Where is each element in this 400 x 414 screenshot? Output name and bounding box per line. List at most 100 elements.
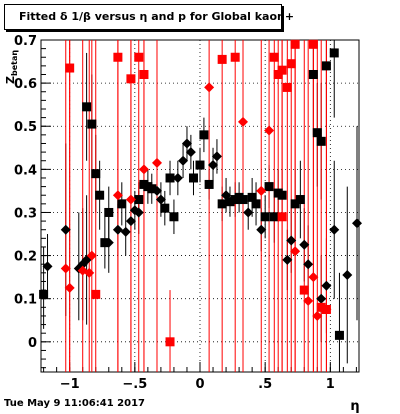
data-point-square bbox=[91, 169, 101, 179]
data-point-square bbox=[134, 52, 144, 62]
x-axis-label: η bbox=[350, 399, 359, 414]
data-point-diamond bbox=[256, 185, 267, 196]
y-axis-label: Zbetaη bbox=[4, 49, 20, 84]
data-point-square bbox=[113, 52, 123, 62]
data-point-square bbox=[199, 130, 209, 140]
data-point-square bbox=[334, 330, 344, 340]
data-point-diamond bbox=[64, 282, 75, 293]
data-point-diamond bbox=[238, 116, 249, 127]
data-point-square bbox=[299, 285, 309, 295]
data-point-diamond bbox=[151, 185, 162, 196]
data-point-square bbox=[147, 184, 157, 194]
x-tick-label: 1 bbox=[326, 377, 335, 392]
data-point-diamond bbox=[138, 164, 149, 175]
x-tick-label: 0 bbox=[195, 377, 204, 392]
y-tick-label: 0.5 bbox=[14, 120, 37, 135]
data-point-square bbox=[139, 69, 149, 79]
date-stamp: Tue May 9 11:06:41 2017 bbox=[4, 398, 145, 409]
data-point-diamond bbox=[256, 224, 267, 235]
data-point-diamond bbox=[155, 194, 166, 205]
data-point-square bbox=[312, 128, 322, 138]
data-point-square bbox=[260, 212, 270, 222]
data-point-square bbox=[217, 54, 227, 64]
data-point-square bbox=[286, 59, 296, 69]
data-point-square bbox=[290, 39, 300, 49]
data-point-diamond bbox=[125, 194, 136, 205]
data-point-diamond bbox=[303, 259, 314, 270]
data-point-square bbox=[134, 195, 144, 205]
data-point-square bbox=[316, 302, 326, 312]
data-point-diamond bbox=[352, 218, 362, 229]
data-point-square bbox=[295, 195, 305, 205]
data-point-diamond bbox=[172, 172, 183, 183]
data-point-square bbox=[87, 119, 97, 129]
data-markers bbox=[39, 39, 362, 347]
data-point-square bbox=[269, 52, 279, 62]
chart-title-box: Fitted δ 1/β versus η and p for Global k… bbox=[4, 4, 294, 30]
data-point-square bbox=[290, 199, 300, 209]
data-point-square bbox=[104, 207, 114, 217]
data-point-square bbox=[251, 199, 261, 209]
data-point-square bbox=[91, 289, 101, 299]
data-point-square bbox=[217, 199, 227, 209]
data-point-diamond bbox=[84, 267, 95, 278]
data-point-diamond bbox=[329, 224, 340, 235]
x-tick-label: −.5 bbox=[122, 377, 147, 392]
data-point-square bbox=[247, 192, 257, 202]
data-point-square bbox=[188, 173, 198, 183]
data-point-diamond bbox=[321, 280, 332, 291]
data-point-diamond bbox=[181, 138, 192, 149]
data-point-diamond bbox=[86, 250, 97, 261]
data-point-square bbox=[277, 190, 287, 200]
data-point-diamond bbox=[308, 272, 319, 283]
y-tick-label: 0.1 bbox=[14, 293, 37, 308]
data-point-diamond bbox=[342, 269, 353, 280]
data-point-square bbox=[316, 136, 326, 146]
data-point-diamond bbox=[316, 293, 327, 304]
data-point-square bbox=[308, 69, 318, 79]
data-point-square bbox=[126, 74, 136, 84]
y-tick-label: 0.7 bbox=[14, 34, 37, 49]
data-point-square bbox=[308, 39, 318, 49]
y-tick-label: 0.4 bbox=[14, 163, 37, 178]
y-tick-label: 0.2 bbox=[14, 250, 37, 265]
data-point-diamond bbox=[208, 160, 219, 171]
data-point-diamond bbox=[60, 263, 71, 274]
data-point-diamond bbox=[264, 125, 275, 136]
y-tick-label: 0.3 bbox=[14, 206, 37, 221]
data-point-diamond bbox=[312, 310, 323, 321]
data-point-square bbox=[195, 160, 205, 170]
data-point-diamond bbox=[211, 151, 222, 162]
data-point-diamond bbox=[60, 224, 71, 235]
data-point-diamond bbox=[299, 239, 310, 250]
data-point-square bbox=[269, 212, 279, 222]
data-point-diamond bbox=[120, 226, 131, 237]
data-point-square bbox=[160, 203, 170, 213]
y-tick-label: 0 bbox=[28, 336, 37, 351]
data-point-square bbox=[169, 212, 179, 222]
data-point-diamond bbox=[151, 157, 162, 168]
data-point-square bbox=[117, 199, 127, 209]
x-tick-label: −1 bbox=[60, 377, 80, 392]
data-point-square bbox=[204, 179, 214, 189]
data-point-square bbox=[225, 197, 235, 207]
y-axis-label-sub: betaη bbox=[10, 49, 20, 77]
data-point-square bbox=[264, 182, 274, 192]
data-point-square bbox=[277, 65, 287, 75]
data-point-square bbox=[282, 82, 292, 92]
data-point-diamond bbox=[243, 207, 254, 218]
data-point-square bbox=[39, 289, 49, 299]
data-point-diamond bbox=[42, 261, 53, 272]
data-point-diamond bbox=[112, 224, 123, 235]
data-point-diamond bbox=[290, 246, 301, 257]
data-point-square bbox=[82, 102, 92, 112]
data-point-diamond bbox=[125, 216, 136, 227]
y-tick-label: 0.6 bbox=[14, 77, 37, 92]
data-point-diamond bbox=[321, 304, 332, 315]
data-point-square bbox=[230, 52, 240, 62]
data-point-diamond bbox=[112, 190, 123, 201]
data-point-square bbox=[95, 190, 105, 200]
data-point-diamond bbox=[103, 237, 114, 248]
